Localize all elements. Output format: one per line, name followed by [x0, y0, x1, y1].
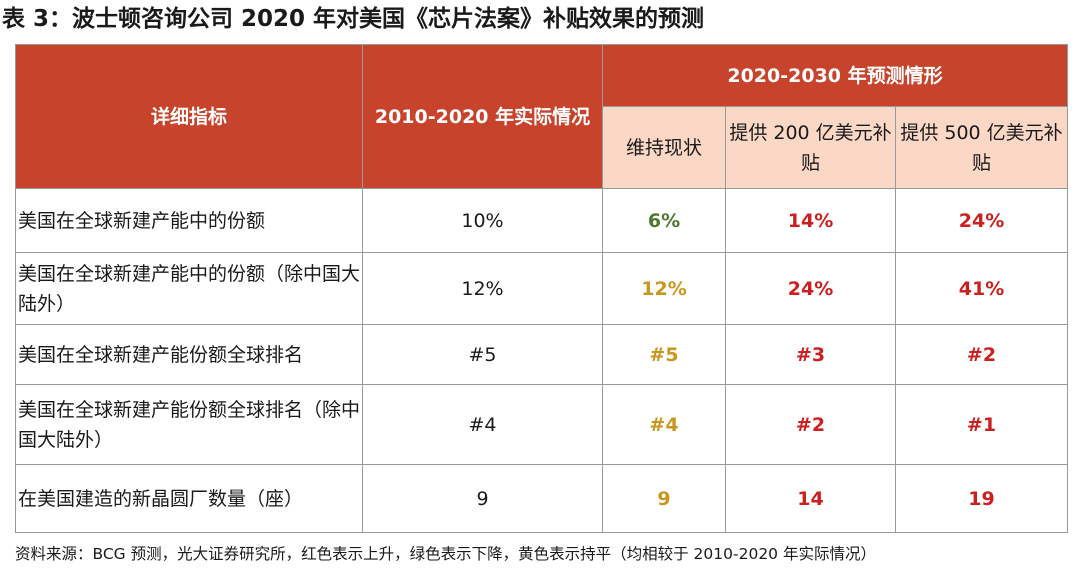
- subsidy-200-cell: 14%: [725, 188, 896, 253]
- subsidy-200-cell: 14: [725, 464, 896, 533]
- subsidy-500-cell: 24%: [895, 188, 1068, 253]
- status-quo-cell: 9: [602, 464, 726, 533]
- status-quo-cell: #4: [602, 384, 726, 465]
- status-quo-cell: 6%: [602, 188, 726, 253]
- forecast-table: 详细指标 2010-2020 年实际情况 2020-2030 年预测情形 维持现…: [15, 44, 1068, 533]
- actual-cell: 10%: [362, 188, 603, 253]
- status-quo-cell: #5: [602, 324, 726, 385]
- subsidy-200-cell: #3: [725, 324, 896, 385]
- header-actual: 2010-2020 年实际情况: [362, 44, 603, 189]
- actual-cell: 12%: [362, 252, 603, 325]
- table-row: 美国在全球新建产能份额全球排名（除中国大陆外） #4 #4 #2 #1: [15, 384, 1068, 465]
- indicator-cell: 美国在全球新建产能中的份额: [15, 188, 363, 253]
- header-status-quo: 维持现状: [602, 106, 726, 189]
- indicator-cell: 美国在全球新建产能份额全球排名: [15, 324, 363, 385]
- table-row: 美国在全球新建产能份额全球排名 #5 #5 #3 #2: [15, 324, 1068, 385]
- header-subsidy-200: 提供 200 亿美元补贴: [725, 106, 896, 189]
- subsidy-500-cell: 41%: [895, 252, 1068, 325]
- indicator-cell: 美国在全球新建产能份额全球排名（除中国大陆外）: [15, 384, 363, 465]
- subsidy-500-cell: #1: [895, 384, 1068, 465]
- indicator-cell: 美国在全球新建产能中的份额（除中国大陆外）: [15, 252, 363, 325]
- subsidy-200-cell: 24%: [725, 252, 896, 325]
- actual-cell: #5: [362, 324, 603, 385]
- header-indicator: 详细指标: [15, 44, 363, 189]
- table-row: 美国在全球新建产能中的份额 10% 6% 14% 24%: [15, 188, 1068, 253]
- table-row: 在美国建造的新晶圆厂数量（座） 9 9 14 19: [15, 464, 1068, 533]
- subsidy-500-cell: 19: [895, 464, 1068, 533]
- status-quo-cell: 12%: [602, 252, 726, 325]
- subsidy-200-cell: #2: [725, 384, 896, 465]
- header-forecast: 2020-2030 年预测情形: [602, 44, 1068, 107]
- actual-cell: 9: [362, 464, 603, 533]
- subsidy-500-cell: #2: [895, 324, 1068, 385]
- source-note: 资料来源：BCG 预测，光大证券研究所，红色表示上升，绿色表示下降，黄色表示持平…: [15, 545, 876, 563]
- actual-cell: #4: [362, 384, 603, 465]
- indicator-cell: 在美国建造的新晶圆厂数量（座）: [15, 464, 363, 533]
- header-subsidy-500: 提供 500 亿美元补贴: [895, 106, 1068, 189]
- table-title: 表 3：波士顿咨询公司 2020 年对美国《芯片法案》补贴效果的预测: [2, 6, 705, 32]
- table-row: 美国在全球新建产能中的份额（除中国大陆外） 12% 12% 24% 41%: [15, 252, 1068, 325]
